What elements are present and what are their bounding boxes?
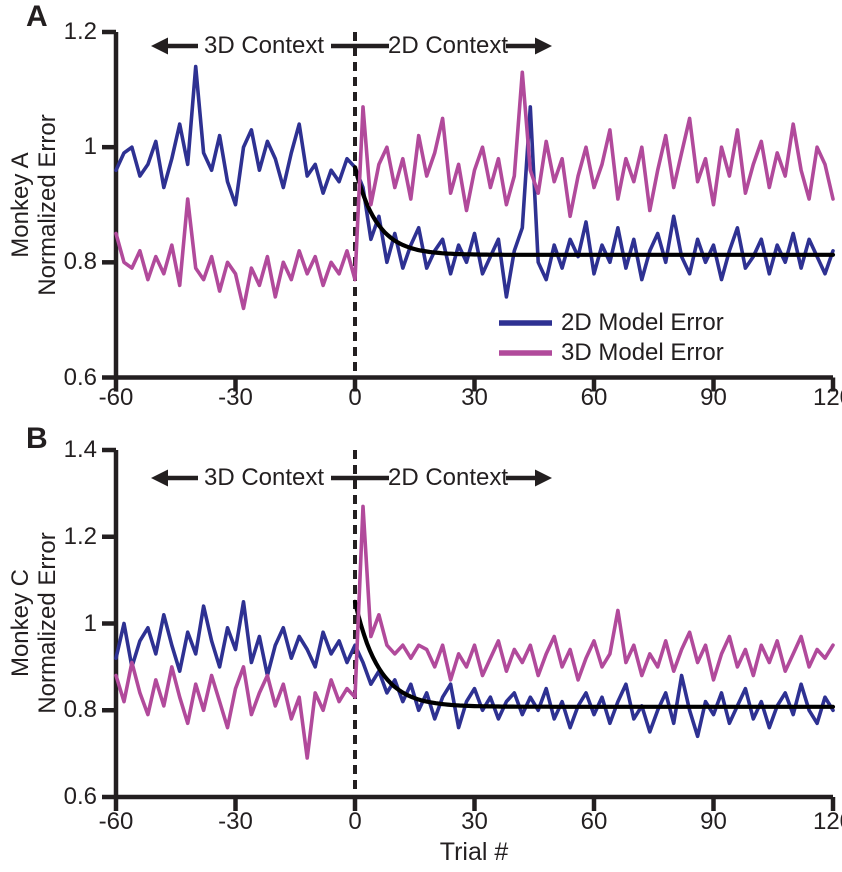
axes-spines-b [113,450,833,800]
series-2d-model-error-b [114,599,835,739]
x-tick-label-b: -30 [218,808,253,835]
legend-label-2d-model-error: 2D Model Error [561,309,724,336]
panel-b-y-axis-label-line1: Monkey C [7,568,34,678]
x-tick-label-b: 0 [348,808,362,835]
y-tick-label-a: 1.2 [63,18,97,45]
y-tick-label-b: 1.4 [63,436,97,463]
x-tick-label-b: 120 [812,808,842,835]
y-tick-label-a: 0.8 [63,248,97,276]
panel-a-context-left-label: 3D Context [203,32,325,59]
series-3d-model-error-a [114,70,835,311]
left-arrow-icon-a [151,37,168,55]
x-tick-label-b: 30 [461,808,488,835]
x-tick-label-b: -60 [98,808,134,835]
x-tick-label-a: 90 [700,384,727,411]
x-tick-label-a: 60 [580,384,608,411]
panel-b-letter: B [26,422,48,455]
x-tick-label-b: 60 [580,808,608,835]
y-tick-label-b: 0.6 [63,783,97,810]
panel-a-y-axis-label-line1: Monkey A [7,152,34,258]
x-axis-title: Trial # [439,838,509,866]
series-3d-model-error-b [114,504,835,760]
panel-b-y-axis-label-line2: Normalized Error [34,532,61,714]
axes-spines-a [113,32,833,380]
x-tick-label-a: 30 [461,384,488,411]
panel-b-y-axis-label: Monkey C Normalized Error [7,532,61,713]
y-tick-label-a: 1 [83,133,97,161]
panel-b-context-right-label: 2D Context [387,464,509,491]
fit-curve-a [352,165,836,257]
right-arrow-icon-a [535,37,552,55]
y-tick-label-b: 1.2 [63,522,97,550]
panel-b-context-left-label: 3D Context [203,464,325,491]
panel-a-letter: A [26,0,48,33]
x-tick-label-b: 90 [700,808,727,835]
series-2d-model-error-a [114,64,835,299]
x-tick-label-a: 120 [812,384,842,411]
y-tick-label-a: 0.6 [63,363,97,391]
fit-curve-b [352,599,836,709]
y-tick-label-b: 1 [83,609,97,637]
left-arrow-icon-b [151,469,168,487]
x-tick-label-a: -60 [98,384,134,411]
panel-a-y-axis-label-line2: Normalized Error [34,114,61,296]
legend-label-3d-model-error: 3D Model Error [561,339,724,366]
right-arrow-icon-b [535,469,552,487]
panel-a-y-axis-label: Monkey A Normalized Error [7,114,61,295]
x-tick-label-a: -30 [218,384,253,411]
y-tick-label-b: 0.8 [63,696,97,724]
panel-a-context-right-label: 2D Context [387,32,509,59]
x-tick-label-a: 0 [348,384,362,411]
